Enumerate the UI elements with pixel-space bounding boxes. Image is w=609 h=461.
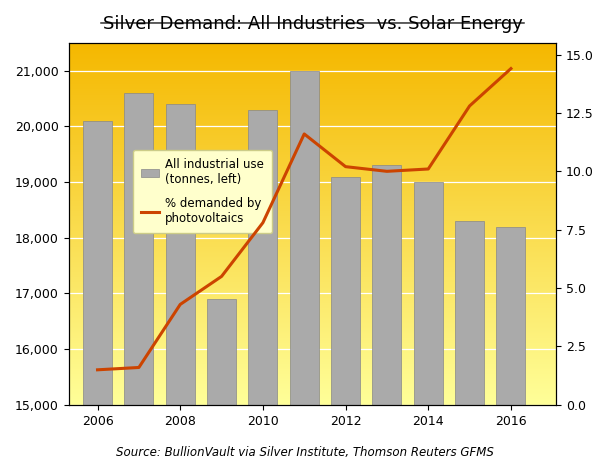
Bar <box>290 71 319 461</box>
Bar <box>124 93 153 461</box>
Bar <box>331 177 360 461</box>
Legend: All industrial use
(tonnes, left), % demanded by
photovoltaics: All industrial use (tonnes, left), % dem… <box>133 150 272 233</box>
Bar <box>248 110 277 461</box>
Bar <box>166 104 195 461</box>
Bar <box>496 227 526 461</box>
Bar <box>207 299 236 461</box>
Bar <box>414 182 443 461</box>
Text: Source: BullionVault via Silver Institute, Thomson Reuters GFMS: Source: BullionVault via Silver Institut… <box>116 446 493 459</box>
Title: Silver Demand: All Industries  vs. Solar Energy: Silver Demand: All Industries vs. Solar … <box>102 15 523 33</box>
Bar <box>83 121 112 461</box>
Bar <box>373 165 401 461</box>
Bar <box>455 221 484 461</box>
